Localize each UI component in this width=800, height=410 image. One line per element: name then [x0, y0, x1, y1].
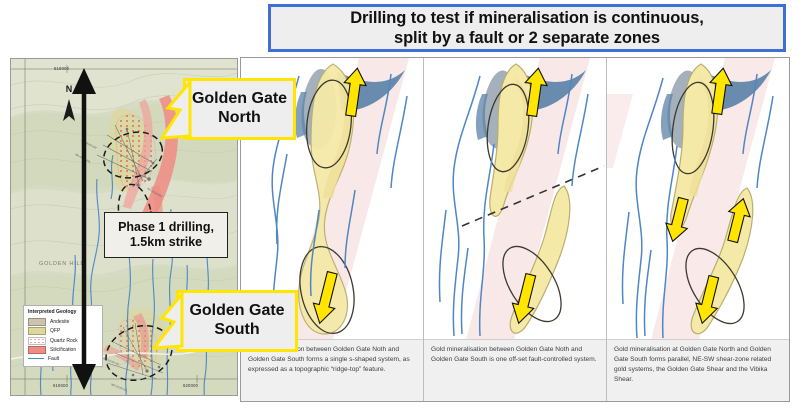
qfp-swatch-icon	[28, 327, 46, 336]
map-axis-left-northing: 8897000	[11, 93, 12, 111]
legend-item-silicification: Silicification	[28, 346, 99, 355]
title-line-2: split by a fault or 2 separate zones	[394, 29, 660, 47]
legend-label: Andesite	[50, 318, 70, 325]
legend-item-fault: Fault	[28, 356, 99, 362]
phase-line-1: Phase 1 drilling,	[118, 220, 214, 234]
drill-arrow-sw-bottom	[695, 274, 720, 325]
map-axis-bottom-easting-left: 619000	[53, 383, 69, 388]
map-axis-top-easting: 619000	[54, 66, 70, 71]
silicification-swatch-icon	[28, 346, 46, 355]
legend-label: Silicification	[50, 347, 77, 354]
panel-2-graphic	[424, 58, 606, 339]
legend-item-qfp: QFP	[28, 327, 99, 336]
legend-item-quartz-rock: Quartz Rock	[28, 336, 99, 345]
andesite-swatch-icon	[28, 317, 46, 326]
panel-3-caption: Gold mineralisation at Golden Gate North…	[607, 339, 789, 401]
drill-arrow-ne-top	[708, 67, 733, 116]
svg-text:GOLDEN HILL: GOLDEN HILL	[39, 261, 84, 267]
panel-2-caption: Gold mineralisation between Golden Gate …	[424, 339, 606, 401]
quartz-rock-swatch-icon	[28, 336, 46, 345]
panel-fault-offset-zone: Gold mineralisation between Golden Gate …	[424, 58, 607, 401]
callout-golden-gate-north: Golden Gate North	[183, 78, 296, 140]
map-axis-left-northing-2: 8896000	[11, 253, 12, 271]
map-legend: Interpreted Geology Andesite QFP Quartz …	[23, 305, 103, 368]
callout-line-2: North	[218, 109, 261, 126]
callout-line-1: Golden Gate	[191, 90, 288, 108]
map-axis-bottom-easting-right: 620000	[183, 383, 199, 388]
callout-line-1: Golden Gate	[189, 302, 285, 320]
slide-title-banner: Drilling to test if mineralisation is co…	[268, 4, 786, 52]
svg-text:N: N	[66, 84, 73, 94]
drill-arrow-south	[312, 270, 338, 325]
svg-text:MH-GG25-011: MH-GG25-011	[111, 382, 129, 392]
callout-golden-gate-south: Golden Gate South	[176, 290, 298, 352]
svg-text:MH-GG25-002: MH-GG25-002	[81, 138, 98, 150]
callout-line-2: South	[214, 321, 260, 338]
strike-length-arrow	[72, 68, 96, 390]
drill-arrow-ne-bottom	[664, 196, 689, 243]
legend-label: Fault	[48, 355, 60, 362]
drill-arrow-south	[511, 272, 537, 325]
panel-two-separate-zones: Gold mineralisation at Golden Gate North…	[607, 58, 789, 401]
drill-arrow-sw-top	[727, 197, 752, 244]
drill-arrow-north	[524, 67, 548, 118]
phase-line-2: 1.5km strike	[129, 235, 203, 249]
fault-line-icon	[28, 356, 44, 362]
phase-1-strike-annotation: Phase 1 drilling, 1.5km strike	[104, 212, 228, 258]
interpretation-panels: Gold mineralisation between Golden Gate …	[240, 57, 790, 402]
panel-3-graphic	[607, 58, 789, 339]
drill-arrow-north	[343, 67, 367, 118]
golden-gate-south-callout-tail	[152, 290, 184, 350]
legend-label: QFP	[50, 328, 61, 335]
svg-text:MH-GG25-010: MH-GG25-010	[103, 356, 121, 366]
fault-dashed-line	[461, 165, 605, 227]
title-line-1: Drilling to test if mineralisation is co…	[350, 8, 704, 27]
legend-label: Quartz Rock	[50, 337, 78, 344]
golden-gate-north-callout-tail	[160, 78, 192, 140]
legend-item-andesite: Andesite	[28, 317, 99, 326]
legend-title: Interpreted Geology	[28, 309, 77, 315]
north-arrow-graphic: N	[63, 84, 75, 121]
